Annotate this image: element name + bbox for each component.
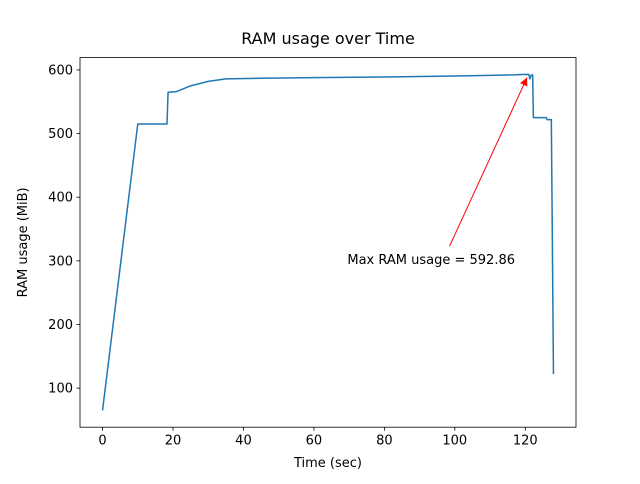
y-tick-label: 600 <box>48 63 73 78</box>
x-axis-label: Time (sec) <box>293 456 362 471</box>
annotation-arrow <box>449 77 528 247</box>
chart-title: RAM usage over Time <box>241 29 415 48</box>
y-tick-label: 100 <box>48 382 73 397</box>
y-axis-label: RAM usage (MiB) <box>16 187 31 297</box>
x-tick-label: 40 <box>235 434 252 449</box>
ram-usage-line <box>101 73 555 411</box>
x-tick-label: 120 <box>513 434 538 449</box>
x-tick-label: 0 <box>98 434 106 449</box>
x-tick-label: 60 <box>306 434 323 449</box>
x-tick-label: 100 <box>442 434 467 449</box>
y-tick-label: 400 <box>48 191 73 206</box>
x-tick-label: 80 <box>376 434 393 449</box>
x-tick-label: 20 <box>165 434 182 449</box>
axes-frame <box>79 57 577 428</box>
y-tick-label: 500 <box>48 127 73 142</box>
max-ram-annotation: Max RAM usage = 592.86 <box>347 253 515 268</box>
x-axis-ticks: 0 20 40 60 80 100 120 <box>98 427 538 449</box>
y-axis-ticks: 100 200 300 400 500 600 <box>48 63 80 397</box>
y-tick-label: 200 <box>48 318 73 333</box>
y-tick-label: 300 <box>48 254 73 269</box>
